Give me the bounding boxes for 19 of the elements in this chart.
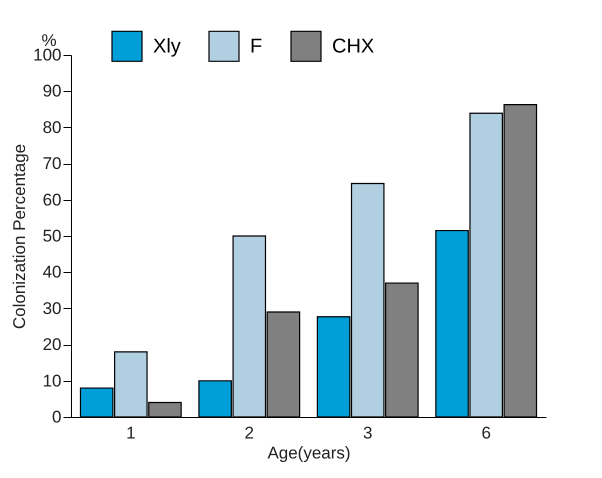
legend-label: Xly — [153, 35, 181, 58]
y-tick-label: 60 — [42, 190, 62, 210]
y-tick-label: 90 — [42, 82, 62, 101]
y-tick-label: 40 — [42, 262, 62, 282]
y-tick-label: 20 — [42, 335, 62, 354]
legend-label: F — [250, 35, 262, 58]
x-tick-label: 1 — [126, 424, 136, 442]
y-axis-title: Colonization Percentage — [10, 144, 30, 330]
y-tick-label: 80 — [42, 118, 62, 137]
x-tick-label: 2 — [244, 424, 254, 442]
y-tick-label: 50 — [42, 226, 62, 246]
x-axis-title: Age(years) — [267, 444, 351, 462]
y-tick-label: 0 — [52, 408, 62, 426]
y-tick-label: 10 — [42, 371, 62, 390]
x-tick-label: 3 — [362, 424, 372, 442]
x-tick-label: 6 — [481, 424, 491, 442]
y-tick-label: 70 — [42, 154, 62, 174]
legend-label: CHX — [332, 35, 374, 58]
y-tick-label: 30 — [42, 298, 62, 318]
